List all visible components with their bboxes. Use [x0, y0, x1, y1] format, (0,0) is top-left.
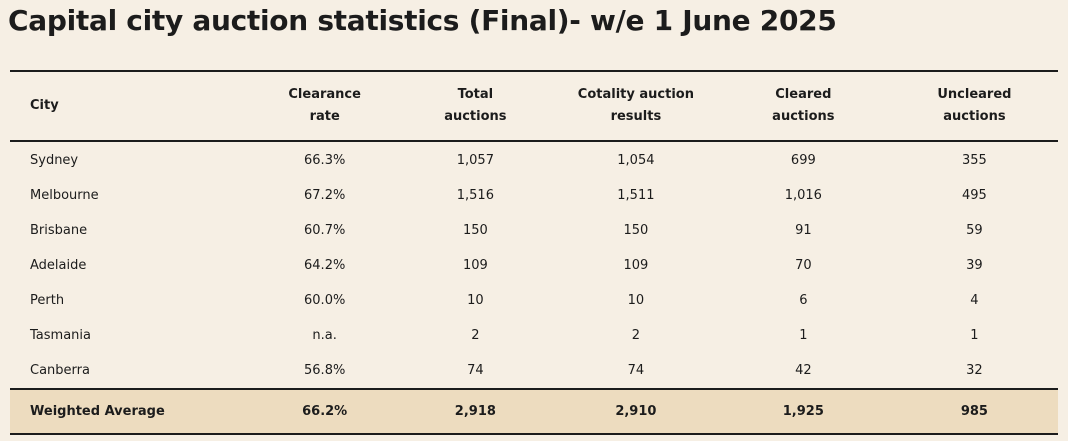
header-clearance-rate-line2: rate [309, 109, 340, 124]
cotality-results-cell: 10 [627, 293, 645, 308]
city-cell: Perth [30, 293, 65, 308]
header-city: City [10, 70, 249, 142]
uncleared-auctions-cell: 355 [962, 152, 987, 168]
clearance-rate-cell: n.a. [312, 328, 337, 343]
header-city-label: City [30, 98, 59, 113]
auction-statistics-table: City Clearance rate Total auctions Cotalit… [10, 70, 1058, 435]
cleared-auctions-cell: 70 [795, 258, 812, 273]
header-clearance-rate-line1: Clearance [288, 87, 361, 102]
clearance-rate-cell: 56.8% [304, 363, 346, 378]
cotality-results-cell: 2 [631, 328, 641, 343]
total-cotality-results-cell: 2,910 [549, 388, 722, 435]
total-auctions-cell: 150 [462, 223, 488, 238]
header-cleared-auctions-line2: auctions [772, 109, 835, 124]
cotality-results-cell: 1,054 [617, 152, 655, 168]
total-label-cell: Weighted Average [10, 388, 249, 435]
cleared-auctions-cell: 42 [795, 363, 812, 378]
table-row: Melbourne 67.2% 1,516 1,511 1,016 495 [10, 178, 1058, 213]
city-cell: Melbourne [30, 188, 99, 203]
uncleared-auctions-cell: 495 [962, 188, 987, 203]
cleared-auctions-cell: 699 [790, 152, 816, 168]
weighted-average-row: Weighted Average 66.2% 2,918 2,910 1,925… [10, 388, 1058, 435]
table-row: Perth 60.0% 10 10 6 4 [10, 283, 1058, 318]
total-uncleared-auctions-cell: 985 [884, 388, 1058, 435]
total-auctions-cell: 1,516 [456, 188, 494, 203]
city-cell: Sydney [30, 152, 79, 168]
cleared-auctions-cell: 91 [795, 223, 812, 238]
cleared-auctions-cell: 1 [799, 328, 808, 343]
total-auctions-cell: 2 [471, 328, 480, 343]
total-auctions-cell: 10 [467, 293, 484, 308]
total-cleared-auctions-cell: 1,925 [721, 388, 885, 435]
header-cotality-results-line1: Cotality auction [577, 87, 694, 102]
clearance-rate-cell: 60.7% [304, 223, 346, 238]
header-cotality-results: Cotality auction results [549, 70, 722, 142]
table-row: Sydney 66.3% 1,057 1,054 699 355 [10, 141, 1058, 178]
cleared-auctions-cell: 6 [799, 293, 808, 308]
table-row: Brisbane 60.7% 150 150 91 59 [10, 213, 1058, 248]
header-clearance-rate: Clearance rate [248, 70, 401, 142]
header-total-auctions: Total auctions [400, 70, 550, 142]
header-row: City Clearance rate Total auctions Cotalit… [10, 70, 1058, 142]
cotality-results-cell: 109 [623, 258, 649, 273]
header-total-auctions-line2: auctions [444, 109, 507, 124]
header-uncleared-auctions-line2: auctions [943, 109, 1006, 124]
total-auctions-cell: 1,057 [456, 152, 494, 168]
cotality-results-cell: 1,511 [617, 188, 655, 203]
city-cell: Brisbane [30, 223, 88, 238]
header-cleared-auctions: Cleared auctions [721, 70, 885, 142]
clearance-rate-cell: 66.3% [304, 152, 346, 168]
total-clearance-rate-cell: 66.2% [248, 388, 401, 435]
table-row: Canberra 56.8% 74 74 42 32 [10, 353, 1058, 389]
clearance-rate-cell: 67.2% [304, 188, 346, 203]
total-auctions-cell: 74 [467, 363, 484, 378]
header-cotality-results-line2: results [610, 109, 662, 124]
cleared-auctions-cell: 1,016 [784, 188, 822, 203]
header-uncleared-auctions-line1: Uncleared [937, 87, 1012, 102]
uncleared-auctions-cell: 32 [966, 363, 983, 378]
total-total-auctions-cell: 2,918 [400, 388, 550, 435]
city-cell: Adelaide [30, 258, 87, 273]
page-title: Capital city auction statistics (Final)-… [8, 4, 837, 37]
total-auctions-cell: 109 [462, 258, 488, 273]
clearance-rate-cell: 64.2% [304, 258, 346, 273]
uncleared-auctions-cell: 39 [966, 258, 983, 273]
header-uncleared-auctions: Uncleared auctions [884, 70, 1058, 142]
header-total-auctions-line1: Total [457, 87, 494, 102]
uncleared-auctions-cell: 59 [966, 223, 983, 238]
city-cell: Tasmania [30, 328, 91, 343]
uncleared-auctions-cell: 4 [970, 293, 979, 308]
uncleared-auctions-cell: 1 [970, 328, 979, 343]
table-row: Tasmania n.a. 2 2 1 1 [10, 318, 1058, 353]
header-cleared-auctions-line1: Cleared [775, 87, 832, 102]
city-cell: Canberra [30, 363, 90, 378]
cotality-results-cell: 150 [623, 223, 649, 238]
table-row: Adelaide 64.2% 109 109 70 39 [10, 248, 1058, 283]
cotality-results-cell: 74 [627, 363, 645, 378]
clearance-rate-cell: 60.0% [304, 293, 346, 308]
